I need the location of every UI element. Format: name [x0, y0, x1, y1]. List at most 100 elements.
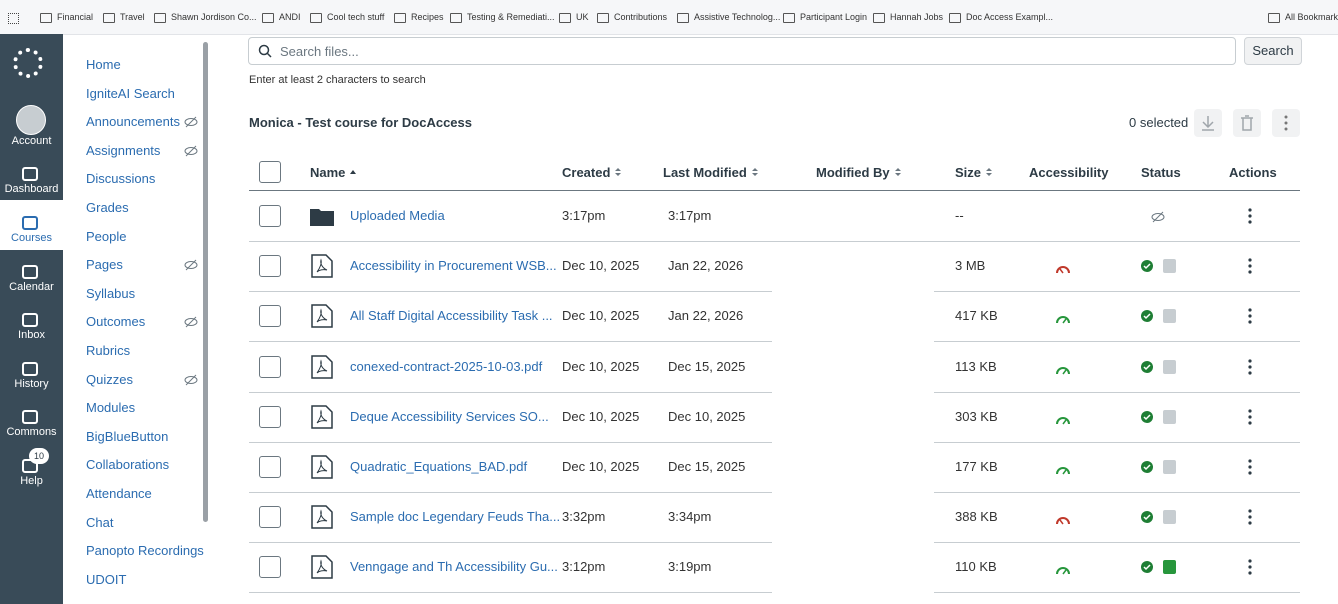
column-header[interactable]: Created — [562, 165, 622, 180]
row-actions[interactable] — [1246, 308, 1254, 329]
file-name[interactable]: All Staff Digital Accessibility Task ... — [350, 308, 553, 324]
checkbox[interactable] — [259, 355, 281, 378]
file-name[interactable]: Accessibility in Procurement WSB... — [350, 258, 557, 274]
scrollbar — [203, 42, 208, 522]
bookmark[interactable]: Cool tech stuff — [327, 12, 385, 22]
modified: 3:34pm — [668, 509, 712, 525]
course-nav-link[interactable]: Chat — [86, 514, 114, 530]
bookmark[interactable]: All Bookmarks — [1285, 12, 1338, 22]
created: 3:17pm — [562, 208, 606, 223]
course-nav-link[interactable]: Rubrics — [86, 343, 131, 358]
nav-label[interactable]: Account — [11, 135, 52, 147]
course-nav-link[interactable]: Home — [86, 57, 121, 72]
bookmark[interactable]: Travel — [120, 12, 145, 22]
nav-label[interactable]: Courses — [11, 232, 52, 244]
course-nav-link[interactable]: Outcomes — [86, 314, 146, 330]
accessibility-gauge — [1055, 362, 1071, 380]
nav-label[interactable]: Calendar — [9, 281, 54, 293]
nav-label[interactable]: Commons — [6, 426, 57, 438]
accessibility-gauge — [1055, 261, 1071, 279]
column-header[interactable]: Modified By — [816, 165, 902, 180]
search-button[interactable]: Search — [1244, 37, 1302, 65]
bulk-actions[interactable] — [1194, 109, 1300, 137]
bookmark[interactable]: Testing & Remediati... — [467, 12, 555, 22]
hidden-icon — [184, 258, 198, 276]
row-divider — [934, 592, 1300, 594]
course-nav-link[interactable]: Discussions — [86, 171, 156, 187]
bookmark[interactable]: ANDI — [279, 12, 301, 22]
accessibility-gauge — [1055, 311, 1071, 329]
pdf-icon — [311, 254, 333, 283]
course-nav-link[interactable]: People — [86, 228, 127, 244]
file-name[interactable]: Uploaded Media — [350, 208, 445, 223]
checkbox[interactable] — [259, 205, 281, 227]
checkbox[interactable] — [259, 255, 281, 278]
pdf-icon — [311, 405, 333, 434]
checkbox[interactable] — [259, 161, 281, 183]
row-divider — [934, 341, 1300, 343]
modified: Dec 15, 2025 — [668, 459, 746, 474]
row-actions[interactable] — [1246, 509, 1254, 530]
row-divider — [249, 391, 772, 393]
search-hint: Enter at least 2 characters to search — [249, 74, 426, 86]
file-name[interactable]: Venngage and Th Accessibility Gu... — [350, 559, 558, 575]
row-actions[interactable] — [1246, 358, 1254, 380]
file-name[interactable]: conexed-contract-2025-10-03.pdf — [350, 358, 543, 374]
checkbox[interactable] — [259, 556, 281, 579]
bookmark[interactable]: Financial — [57, 12, 94, 22]
bookmark[interactable]: Participant Login — [800, 12, 868, 22]
nav-label[interactable]: Inbox — [18, 329, 45, 341]
course-nav-link[interactable]: Syllabus — [86, 285, 136, 301]
checkbox[interactable] — [259, 506, 281, 529]
bookmark[interactable]: Shawn Jordison Co... — [171, 12, 257, 22]
course-nav-link[interactable]: Panopto Recordings — [86, 543, 204, 559]
bookmark[interactable]: Assistive Technolog... — [694, 12, 781, 22]
bookmark[interactable]: Doc Access Exampl... — [966, 12, 1054, 22]
course-nav-link[interactable]: IgniteAI Search — [86, 85, 175, 101]
bookmark[interactable]: Recipes — [411, 12, 444, 22]
column-header[interactable]: Last Modified — [663, 165, 759, 180]
nav-active-bg — [0, 200, 63, 250]
hidden-icon — [184, 115, 198, 133]
course-nav-link[interactable]: Assignments — [86, 142, 161, 158]
row-actions[interactable] — [1246, 258, 1254, 279]
bookmark[interactable]: Contributions — [614, 12, 668, 22]
column-header[interactable]: Size — [955, 165, 993, 180]
modified: 3:19pm — [668, 559, 712, 575]
course-nav-link[interactable]: Collaborations — [86, 457, 170, 473]
column-header[interactable]: Name — [310, 165, 357, 180]
nav-icon — [22, 265, 38, 279]
bookmark[interactable]: UK — [576, 12, 589, 22]
bookmark-icon — [154, 13, 166, 23]
row-actions[interactable] — [1246, 409, 1254, 430]
course-nav-link[interactable]: Modules — [86, 400, 136, 416]
checkbox[interactable] — [259, 305, 281, 328]
file-name[interactable]: Quadratic_Equations_BAD.pdf — [350, 459, 528, 474]
pdf-icon — [311, 304, 333, 333]
course-nav-link[interactable]: Grades — [86, 200, 129, 215]
bookmark[interactable]: Hannah Jobs — [890, 12, 944, 22]
sort-icon — [350, 170, 357, 174]
course-nav-link[interactable]: Quizzes — [86, 371, 133, 387]
checkbox[interactable] — [259, 456, 281, 478]
file-name[interactable]: Sample doc Legendary Feuds Tha... — [350, 509, 561, 525]
file-name[interactable]: Deque Accessibility Services SO... — [350, 408, 549, 424]
hidden-icon — [184, 144, 198, 162]
modified: Dec 10, 2025 — [668, 408, 746, 424]
row-actions[interactable] — [1246, 559, 1254, 580]
course-nav-link[interactable]: UDOIT — [86, 571, 127, 587]
bookmark-icon — [783, 13, 795, 23]
course-nav-link[interactable]: Pages — [86, 257, 123, 273]
checkbox[interactable] — [259, 405, 281, 428]
selected-count: 0 selected — [1129, 115, 1189, 130]
nav-label[interactable]: History — [14, 378, 49, 390]
bookmark-icon — [40, 13, 52, 23]
row-actions[interactable] — [1246, 208, 1254, 229]
course-nav-link[interactable]: Attendance — [86, 486, 152, 501]
row-actions[interactable] — [1246, 459, 1254, 480]
nav-label[interactable]: Dashboard — [4, 183, 59, 195]
course-nav-link[interactable]: Announcements — [86, 114, 180, 130]
search-input[interactable]: Search files... — [248, 37, 1236, 65]
nav-label[interactable]: Help — [20, 475, 43, 487]
course-nav-link[interactable]: BigBlueButton — [86, 428, 169, 444]
